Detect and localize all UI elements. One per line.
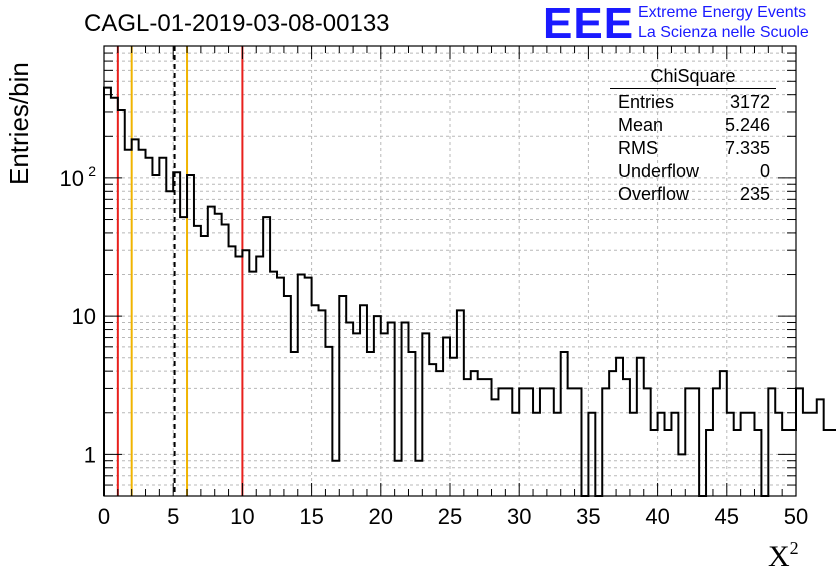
stats-value: 7.335: [724, 138, 770, 158]
logo-line-2: La Scienza nelle Scuole: [638, 24, 809, 41]
x-tick-label: 0: [98, 504, 110, 529]
x-tick-label: 15: [299, 504, 323, 529]
y-tick-label: 10: [72, 304, 96, 329]
stats-box: ChiSquare Entries 3172 Mean 5.246 RMS 7.335…: [610, 66, 776, 206]
y-tick-label-sup: 2: [88, 163, 96, 179]
stats-label: Entries: [618, 92, 675, 112]
stats-row: Mean 5.246: [610, 114, 776, 137]
stats-label: RMS: [618, 138, 658, 158]
stats-label: Underflow: [618, 161, 700, 181]
x-tick-label: 45: [715, 504, 739, 529]
chart-title: CAGL-01-2019-03-08-00133: [84, 10, 390, 37]
stats-row: Underflow 0: [610, 160, 776, 183]
x-tick-label: 50: [784, 504, 808, 529]
stats-value: 0: [759, 161, 770, 181]
eee-logo: EEE: [543, 0, 635, 48]
x-axis-label-sup: 2: [789, 538, 799, 558]
logo-line-1: Extreme Energy Events: [638, 4, 807, 21]
stats-value: 235: [739, 184, 770, 204]
stats-value: 3172: [729, 92, 770, 112]
stats-label: Overflow: [618, 184, 690, 204]
stats-row: Overflow 235: [610, 183, 776, 206]
x-tick-label: 40: [645, 504, 669, 529]
stats-label: Mean: [618, 115, 664, 135]
x-axis-label-main: X: [768, 540, 790, 573]
stats-row: RMS 7.335: [610, 137, 776, 160]
stats-row: Entries 3172: [610, 91, 776, 114]
x-tick-label: 25: [438, 504, 462, 529]
x-tick-label: 5: [167, 504, 179, 529]
stats-title: ChiSquare: [610, 66, 776, 89]
y-tick-label: 1: [84, 442, 96, 467]
histogram-line: [103, 86, 836, 497]
x-tick-label: 20: [369, 504, 393, 529]
x-tick-label: 10: [230, 504, 254, 529]
stats-value: 5.246: [724, 115, 770, 135]
y-tick-label: 10: [60, 166, 84, 191]
x-tick-label: 35: [576, 504, 600, 529]
x-axis-label: X2: [768, 538, 799, 574]
x-tick-label: 30: [507, 504, 531, 529]
